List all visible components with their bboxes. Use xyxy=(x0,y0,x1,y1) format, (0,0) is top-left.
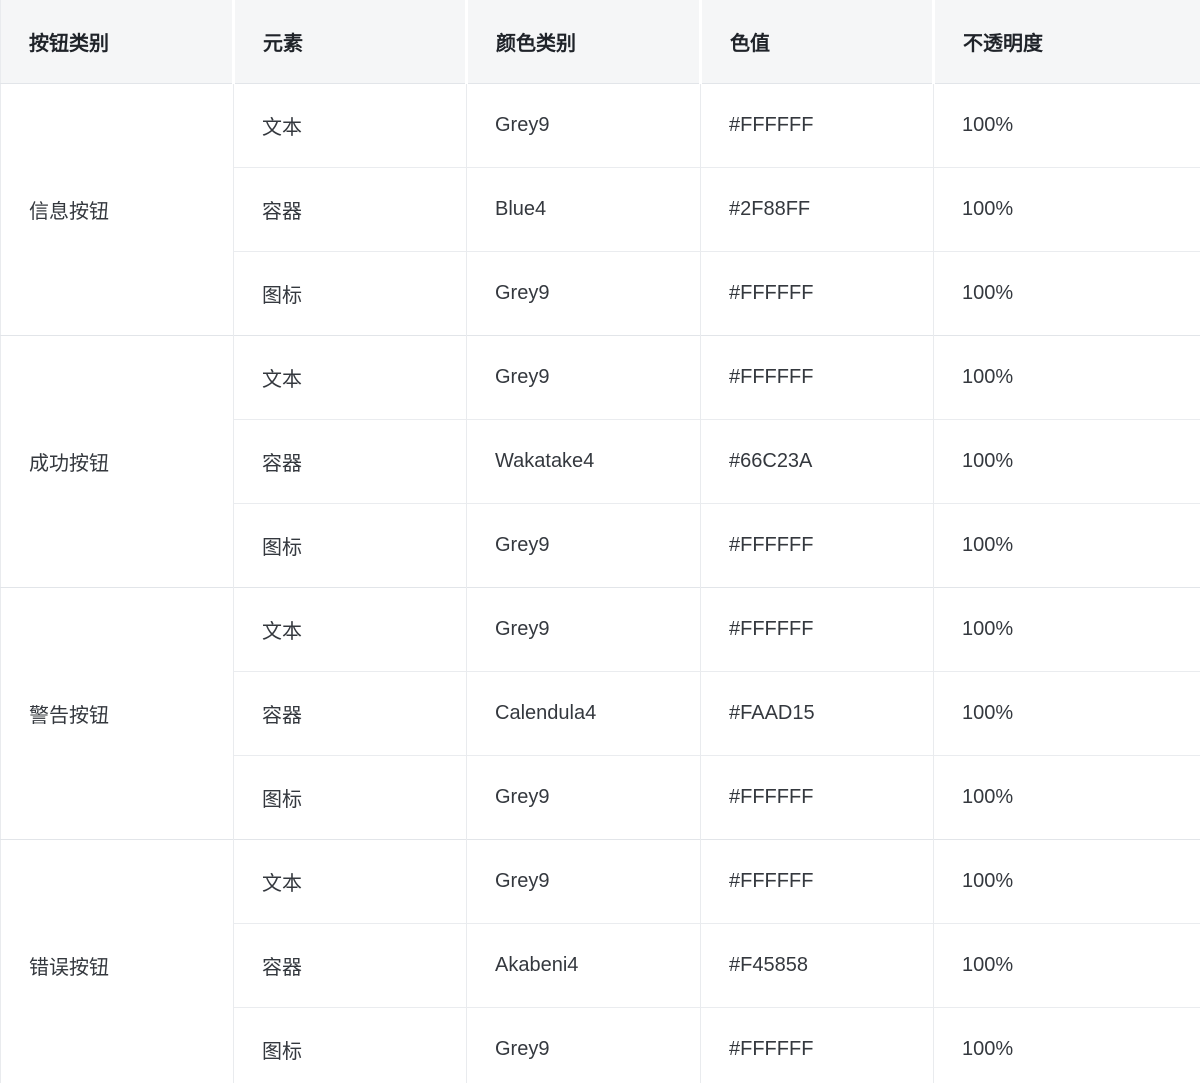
table-row: 容器 Blue4 #2F88FF 100% xyxy=(1,167,1200,252)
column-header-element: 元素 xyxy=(232,0,467,84)
hex-value-cell: #FFFFFF xyxy=(700,587,934,672)
element-cell: 容器 xyxy=(233,167,467,252)
table-row: 容器 Wakatake4 #66C23A 100% xyxy=(1,419,1200,504)
opacity-cell: 100% xyxy=(933,671,1200,756)
opacity-cell: 100% xyxy=(933,503,1200,588)
color-class-cell: Akabeni4 xyxy=(466,923,701,1008)
opacity-cell: 100% xyxy=(933,419,1200,504)
opacity-cell: 100% xyxy=(933,587,1200,672)
element-cell: 容器 xyxy=(233,671,467,756)
element-cell: 图标 xyxy=(233,503,467,588)
color-class-cell: Grey9 xyxy=(466,1007,701,1083)
opacity-cell: 100% xyxy=(933,83,1200,168)
element-cell: 文本 xyxy=(233,335,467,420)
hex-value-cell: #FFFFFF xyxy=(700,503,934,588)
table-row: 容器 Akabeni4 #F45858 100% xyxy=(1,923,1200,1008)
color-class-cell: Grey9 xyxy=(466,335,701,420)
table-row: 信息按钮 文本 Grey9 #FFFFFF 100% xyxy=(0,83,1200,336)
table-row: 容器 Calendula4 #FAAD15 100% xyxy=(1,671,1200,756)
opacity-cell: 100% xyxy=(933,335,1200,420)
opacity-cell: 100% xyxy=(933,755,1200,840)
hex-value-cell: #FFFFFF xyxy=(700,335,934,420)
hex-value-cell: #FFFFFF xyxy=(700,755,934,840)
color-class-cell: Blue4 xyxy=(466,167,701,252)
color-class-cell: Grey9 xyxy=(466,839,701,924)
hex-value-cell: #FFFFFF xyxy=(700,251,934,336)
table-row: 错误按钮 文本 Grey9 #FFFFFF 100% xyxy=(0,839,1200,1083)
color-class-cell: Grey9 xyxy=(466,755,701,840)
button-category-cell: 错误按钮 xyxy=(0,839,234,1083)
hex-value-cell: #66C23A xyxy=(700,419,934,504)
column-header-color-value: 色值 xyxy=(699,0,934,84)
color-class-cell: Wakatake4 xyxy=(466,419,701,504)
hex-value-cell: #FAAD15 xyxy=(700,671,934,756)
element-cell: 容器 xyxy=(233,923,467,1008)
button-category-cell: 警告按钮 xyxy=(0,587,234,840)
color-class-cell: Calendula4 xyxy=(466,671,701,756)
opacity-cell: 100% xyxy=(933,167,1200,252)
table-row: 图标 Grey9 #FFFFFF 100% xyxy=(1,755,1200,840)
hex-value-cell: #FFFFFF xyxy=(700,1007,934,1083)
opacity-cell: 100% xyxy=(933,839,1200,924)
opacity-cell: 100% xyxy=(933,1007,1200,1083)
column-header-opacity: 不透明度 xyxy=(932,0,1200,84)
table-row: 图标 Grey9 #FFFFFF 100% xyxy=(1,251,1200,336)
color-class-cell: Grey9 xyxy=(466,587,701,672)
element-cell: 图标 xyxy=(233,1007,467,1083)
element-cell: 文本 xyxy=(233,83,467,168)
table-header-row: 按钮类别 元素 颜色类别 色值 不透明度 xyxy=(0,0,1200,84)
hex-value-cell: #F45858 xyxy=(700,923,934,1008)
opacity-cell: 100% xyxy=(933,923,1200,1008)
table-row: 图标 Grey9 #FFFFFF 100% xyxy=(1,1007,1200,1083)
element-cell: 文本 xyxy=(233,587,467,672)
hex-value-cell: #2F88FF xyxy=(700,167,934,252)
hex-value-cell: #FFFFFF xyxy=(700,83,934,168)
table-row: 成功按钮 文本 Grey9 #FFFFFF 100% xyxy=(0,335,1200,588)
element-cell: 容器 xyxy=(233,419,467,504)
element-cell: 文本 xyxy=(233,839,467,924)
hex-value-cell: #FFFFFF xyxy=(700,839,934,924)
column-header-button-category: 按钮类别 xyxy=(0,0,234,84)
opacity-cell: 100% xyxy=(933,251,1200,336)
table-row: 警告按钮 文本 Grey9 #FFFFFF 100% xyxy=(0,587,1200,840)
button-category-cell: 信息按钮 xyxy=(0,83,234,336)
color-class-cell: Grey9 xyxy=(466,503,701,588)
column-header-color-category: 颜色类别 xyxy=(465,0,701,84)
element-cell: 图标 xyxy=(233,755,467,840)
table-row: 图标 Grey9 #FFFFFF 100% xyxy=(1,503,1200,588)
color-class-cell: Grey9 xyxy=(466,251,701,336)
button-category-cell: 成功按钮 xyxy=(0,335,234,588)
element-cell: 图标 xyxy=(233,251,467,336)
color-class-cell: Grey9 xyxy=(466,83,701,168)
